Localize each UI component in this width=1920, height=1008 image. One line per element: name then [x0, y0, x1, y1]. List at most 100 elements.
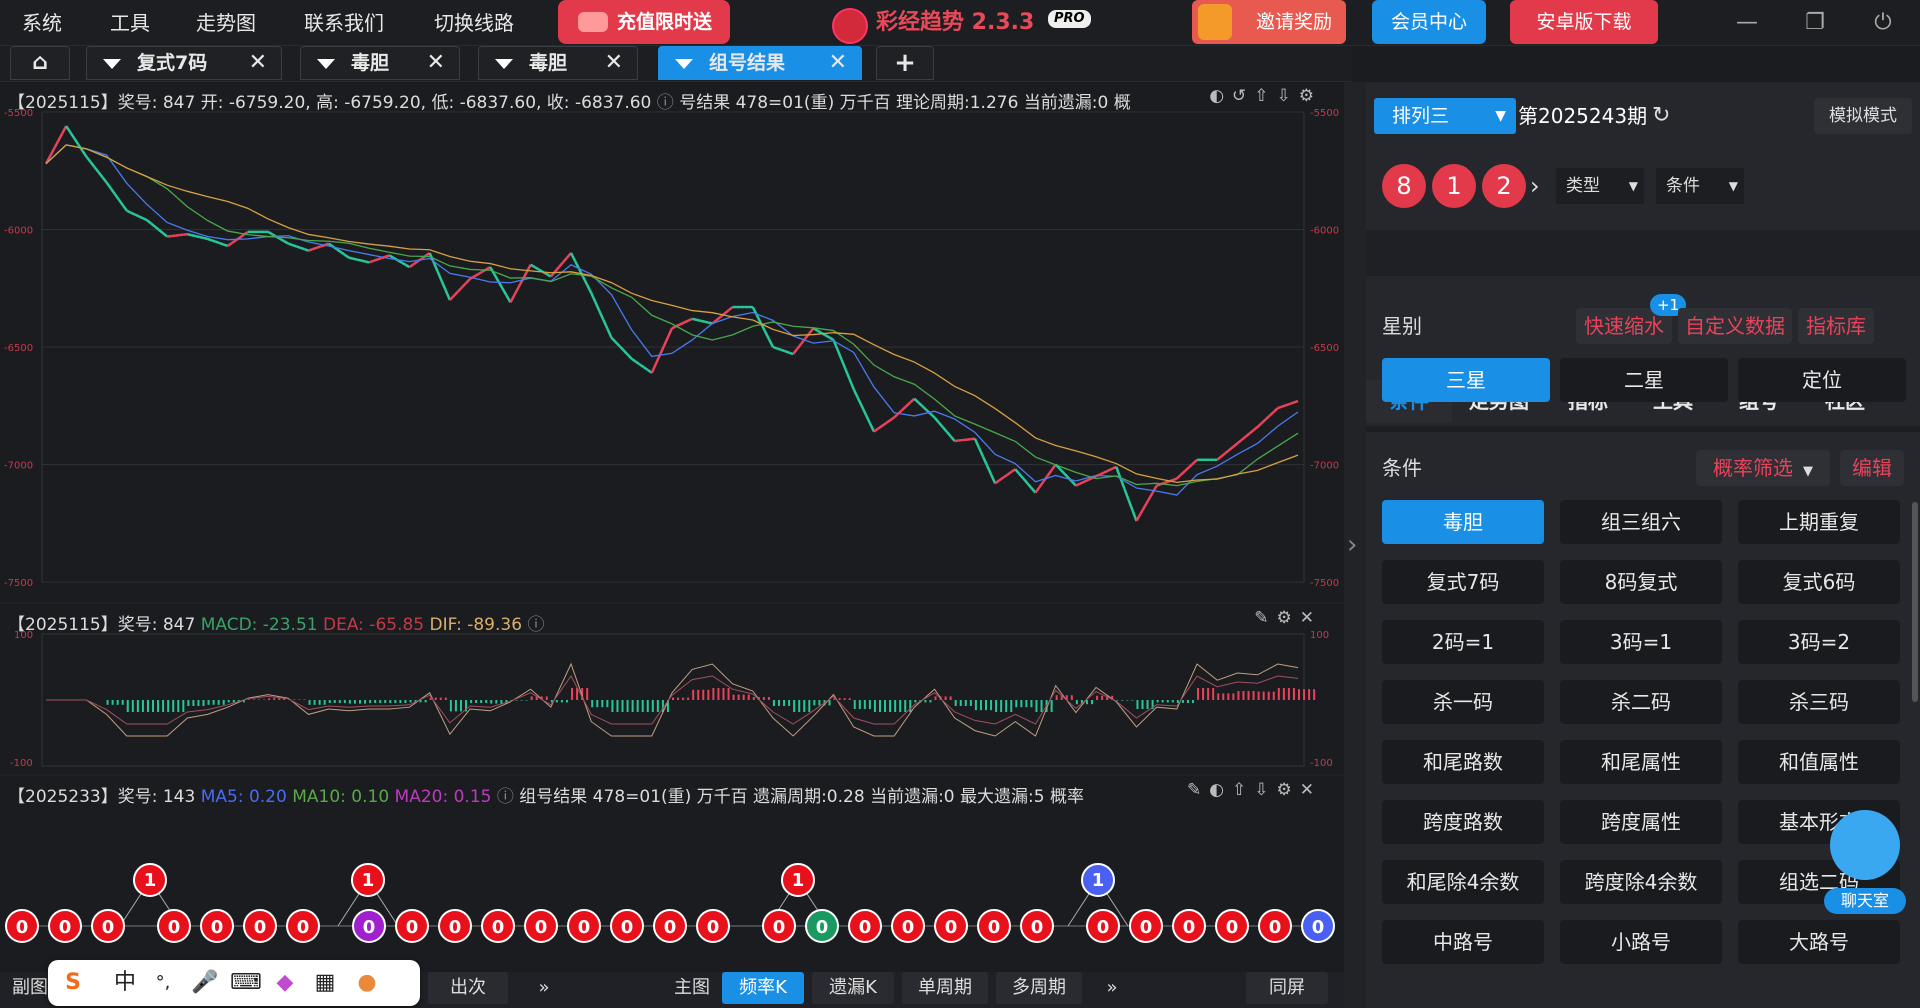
edit-button[interactable]: 编辑 — [1840, 450, 1904, 486]
condition-button[interactable]: 8码复式 — [1560, 560, 1722, 604]
single-period-button[interactable]: 单周期 — [902, 972, 988, 1004]
menu-system[interactable]: 系统 — [22, 11, 62, 35]
more-button[interactable]: » — [538, 977, 550, 998]
minimize-icon[interactable]: — — [1736, 10, 1758, 35]
condition-button[interactable]: 3码=1 — [1560, 620, 1722, 664]
condition-button[interactable]: 和值属性 — [1738, 740, 1900, 784]
same-screen-button[interactable]: 同屏 — [1246, 972, 1328, 1004]
prob-filter-select[interactable]: 概率筛选 ▼ — [1696, 450, 1830, 486]
scrollbar[interactable] — [1912, 502, 1918, 702]
condition-button[interactable]: 和尾路数 — [1382, 740, 1544, 784]
condition-button[interactable]: 上期重复 — [1738, 500, 1900, 544]
menu-tools[interactable]: 工具 — [110, 11, 150, 35]
condition-button[interactable]: 跨度属性 — [1560, 800, 1722, 844]
candle — [312, 246, 318, 251]
candle — [231, 239, 237, 245]
sim-mode-button[interactable]: 模拟模式 — [1814, 98, 1912, 134]
chatroom-widget[interactable]: 聊天室 — [1820, 810, 1910, 920]
condition-button[interactable]: 大路号 — [1738, 920, 1900, 964]
zero-ball — [762, 909, 796, 943]
help-icon[interactable]: ⓘ — [496, 787, 514, 807]
mic-icon[interactable]: 🎤 — [191, 970, 219, 995]
vip-center-button[interactable]: 会员中心 — [1372, 0, 1486, 44]
tab-fushi7[interactable]: 复式7码 ✕ — [86, 46, 282, 80]
condition-button[interactable]: 复式7码 — [1382, 560, 1544, 604]
macd-bar — [550, 700, 553, 703]
condition-button[interactable]: 小路号 — [1560, 920, 1722, 964]
chevron-right-icon[interactable]: › — [1530, 172, 1540, 200]
sogou-icon[interactable]: S — [65, 970, 81, 995]
miss-k-button[interactable]: 遗漏K — [812, 972, 894, 1004]
help-icon[interactable]: ⓘ — [656, 93, 674, 113]
lottery-select[interactable]: 排列三 ▼ — [1374, 98, 1516, 134]
recharge-button[interactable]: 充值限时送 — [558, 0, 730, 44]
chuci-button[interactable]: 出次 — [428, 972, 508, 1004]
star-position[interactable]: 定位 — [1738, 358, 1906, 402]
macd-toolbar[interactable]: ✎⚙✕ — [1254, 608, 1322, 628]
condition-button[interactable]: 杀三码 — [1738, 680, 1900, 724]
kline-toolbar[interactable]: ◐↺⇧⇩⚙ — [1209, 86, 1322, 106]
help-icon[interactable]: ⓘ — [527, 615, 545, 635]
candle — [344, 253, 350, 259]
condition-button[interactable]: 3码=2 — [1738, 620, 1900, 664]
condition-button[interactable]: 中路号 — [1382, 920, 1544, 964]
home-tab[interactable]: ⌂ — [10, 46, 70, 80]
power-icon[interactable]: ⏻ — [1874, 10, 1892, 35]
close-icon[interactable]: ✕ — [426, 50, 445, 75]
macd-bar — [1252, 691, 1255, 700]
group-chart[interactable]: 1 1 1 1 0 0 0 0 0 0 0 0 0 0 0 0 0 0 0 0 0 0 0 0 0 0 0 0 0 0 0 0 0 — [0, 776, 1344, 972]
android-download-button[interactable]: 安卓版下载 — [1510, 0, 1658, 44]
condition-button[interactable]: 2码=1 — [1382, 620, 1544, 664]
menu-trend[interactable]: 走势图 — [196, 11, 256, 35]
tab-bar: ⌂ 复式7码 ✕ 毒胆 ✕ 毒胆 ✕ 组号结果 ✕ + — [0, 46, 1352, 82]
macd-bar — [1181, 700, 1184, 703]
star-three[interactable]: 三星 — [1382, 358, 1550, 402]
condition-button[interactable]: 杀二码 — [1560, 680, 1722, 724]
multi-period-button[interactable]: 多周期 — [996, 972, 1082, 1004]
tab-dudan-2[interactable]: 毒胆 ✕ — [478, 46, 638, 80]
condition-button[interactable]: 跨度除4余数 — [1560, 860, 1722, 904]
refresh-icon[interactable]: ↻ — [1652, 103, 1671, 128]
condition-button[interactable]: 和尾属性 — [1560, 740, 1722, 784]
panel-collapse[interactable]: › — [1344, 82, 1366, 1008]
macd-bar — [1091, 700, 1094, 705]
candle — [1014, 468, 1021, 475]
condition-button[interactable]: 跨度路数 — [1382, 800, 1544, 844]
macd-bar — [439, 697, 442, 700]
kline-chart[interactable]: -5500 -5500 -6000 -6000 -6500 -6500 -7000 -7000… — [0, 82, 1344, 602]
skin-icon[interactable]: ◆ — [276, 970, 294, 995]
custom-data-button[interactable]: 自定义数据 — [1678, 308, 1792, 344]
kline-info: 【2025115】奖号: 847 开: -6759.20, 高: -6759.2… — [8, 93, 652, 113]
keyboard-icon[interactable]: ⌨ — [230, 970, 262, 995]
condition-button[interactable]: 组三组六 — [1560, 500, 1722, 544]
tab-group-result[interactable]: 组号结果 ✕ — [658, 46, 862, 80]
condition-button[interactable]: 和尾除4余数 — [1382, 860, 1544, 904]
restore-icon[interactable]: ❐ — [1805, 10, 1825, 35]
condition-button[interactable]: 毒胆 — [1382, 500, 1544, 544]
freq-k-button[interactable]: 频率K — [722, 972, 804, 1004]
condition-button[interactable]: 复式6码 — [1738, 560, 1900, 604]
invite-button[interactable]: 邀请奖励 — [1192, 0, 1346, 44]
close-icon[interactable]: ✕ — [604, 50, 623, 75]
tab-dudan-1[interactable]: 毒胆 ✕ — [300, 46, 460, 80]
add-tab-button[interactable]: + — [876, 46, 934, 80]
more-button[interactable]: » — [1106, 977, 1118, 998]
group-toolbar[interactable]: ✎◐⇧⇩⚙✕ — [1186, 780, 1322, 800]
grid-icon[interactable]: ▦ — [314, 970, 336, 995]
mascot-icon[interactable]: ● — [357, 970, 377, 995]
macd-bar — [995, 700, 998, 712]
punctuation-icon[interactable]: °, — [155, 972, 171, 993]
condition-button[interactable]: 杀一码 — [1382, 680, 1544, 724]
menu-contact[interactable]: 联系我们 — [304, 11, 384, 35]
close-icon[interactable]: ✕ — [828, 50, 847, 75]
candle — [1070, 480, 1077, 487]
macd-chart[interactable]: 100 -100 100 -100 — [0, 604, 1344, 774]
condition-select[interactable]: 条件 ▼ — [1656, 168, 1744, 204]
macd-bar — [1055, 695, 1058, 700]
menu-switch-line[interactable]: 切换线路 — [434, 11, 514, 35]
close-icon[interactable]: ✕ — [248, 50, 267, 75]
indicator-lib-button[interactable]: 指标库 — [1798, 308, 1874, 344]
type-select[interactable]: 类型 ▼ — [1556, 168, 1644, 204]
star-two[interactable]: 二星 — [1560, 358, 1728, 402]
chinese-mode-icon[interactable]: 中 — [113, 970, 136, 995]
